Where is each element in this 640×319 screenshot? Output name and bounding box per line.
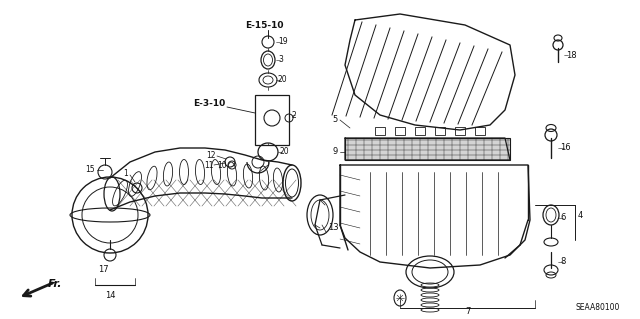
Text: SEAA80100: SEAA80100 — [575, 303, 620, 313]
Text: 5: 5 — [333, 115, 338, 124]
Bar — [395, 127, 405, 135]
Text: 14: 14 — [105, 291, 115, 300]
Text: E-15-10: E-15-10 — [245, 20, 284, 29]
Text: 20: 20 — [278, 76, 287, 85]
Bar — [415, 127, 425, 135]
Text: 4: 4 — [578, 211, 583, 219]
Text: 1: 1 — [124, 168, 129, 177]
Bar — [345, 138, 510, 160]
Text: 10: 10 — [217, 160, 227, 169]
Bar — [375, 127, 385, 135]
Text: 15: 15 — [85, 166, 95, 174]
Text: 9: 9 — [333, 147, 338, 157]
Text: 2: 2 — [292, 110, 297, 120]
Bar — [475, 127, 485, 135]
Text: 16: 16 — [560, 144, 571, 152]
Text: 13: 13 — [328, 224, 339, 233]
Text: 19: 19 — [278, 38, 287, 47]
Text: 17: 17 — [98, 265, 109, 275]
Text: 6: 6 — [560, 213, 565, 222]
Bar — [435, 127, 445, 135]
Text: 20: 20 — [280, 147, 290, 157]
Text: 12: 12 — [207, 151, 216, 160]
Bar — [455, 127, 465, 135]
Text: 7: 7 — [465, 308, 470, 316]
Text: 11: 11 — [204, 160, 214, 169]
Text: 8: 8 — [560, 257, 565, 266]
Text: Fr.: Fr. — [48, 279, 63, 289]
Text: E-3-10: E-3-10 — [193, 99, 225, 108]
Bar — [255, 95, 289, 145]
Text: 3: 3 — [278, 56, 283, 64]
Text: 18: 18 — [566, 50, 577, 60]
